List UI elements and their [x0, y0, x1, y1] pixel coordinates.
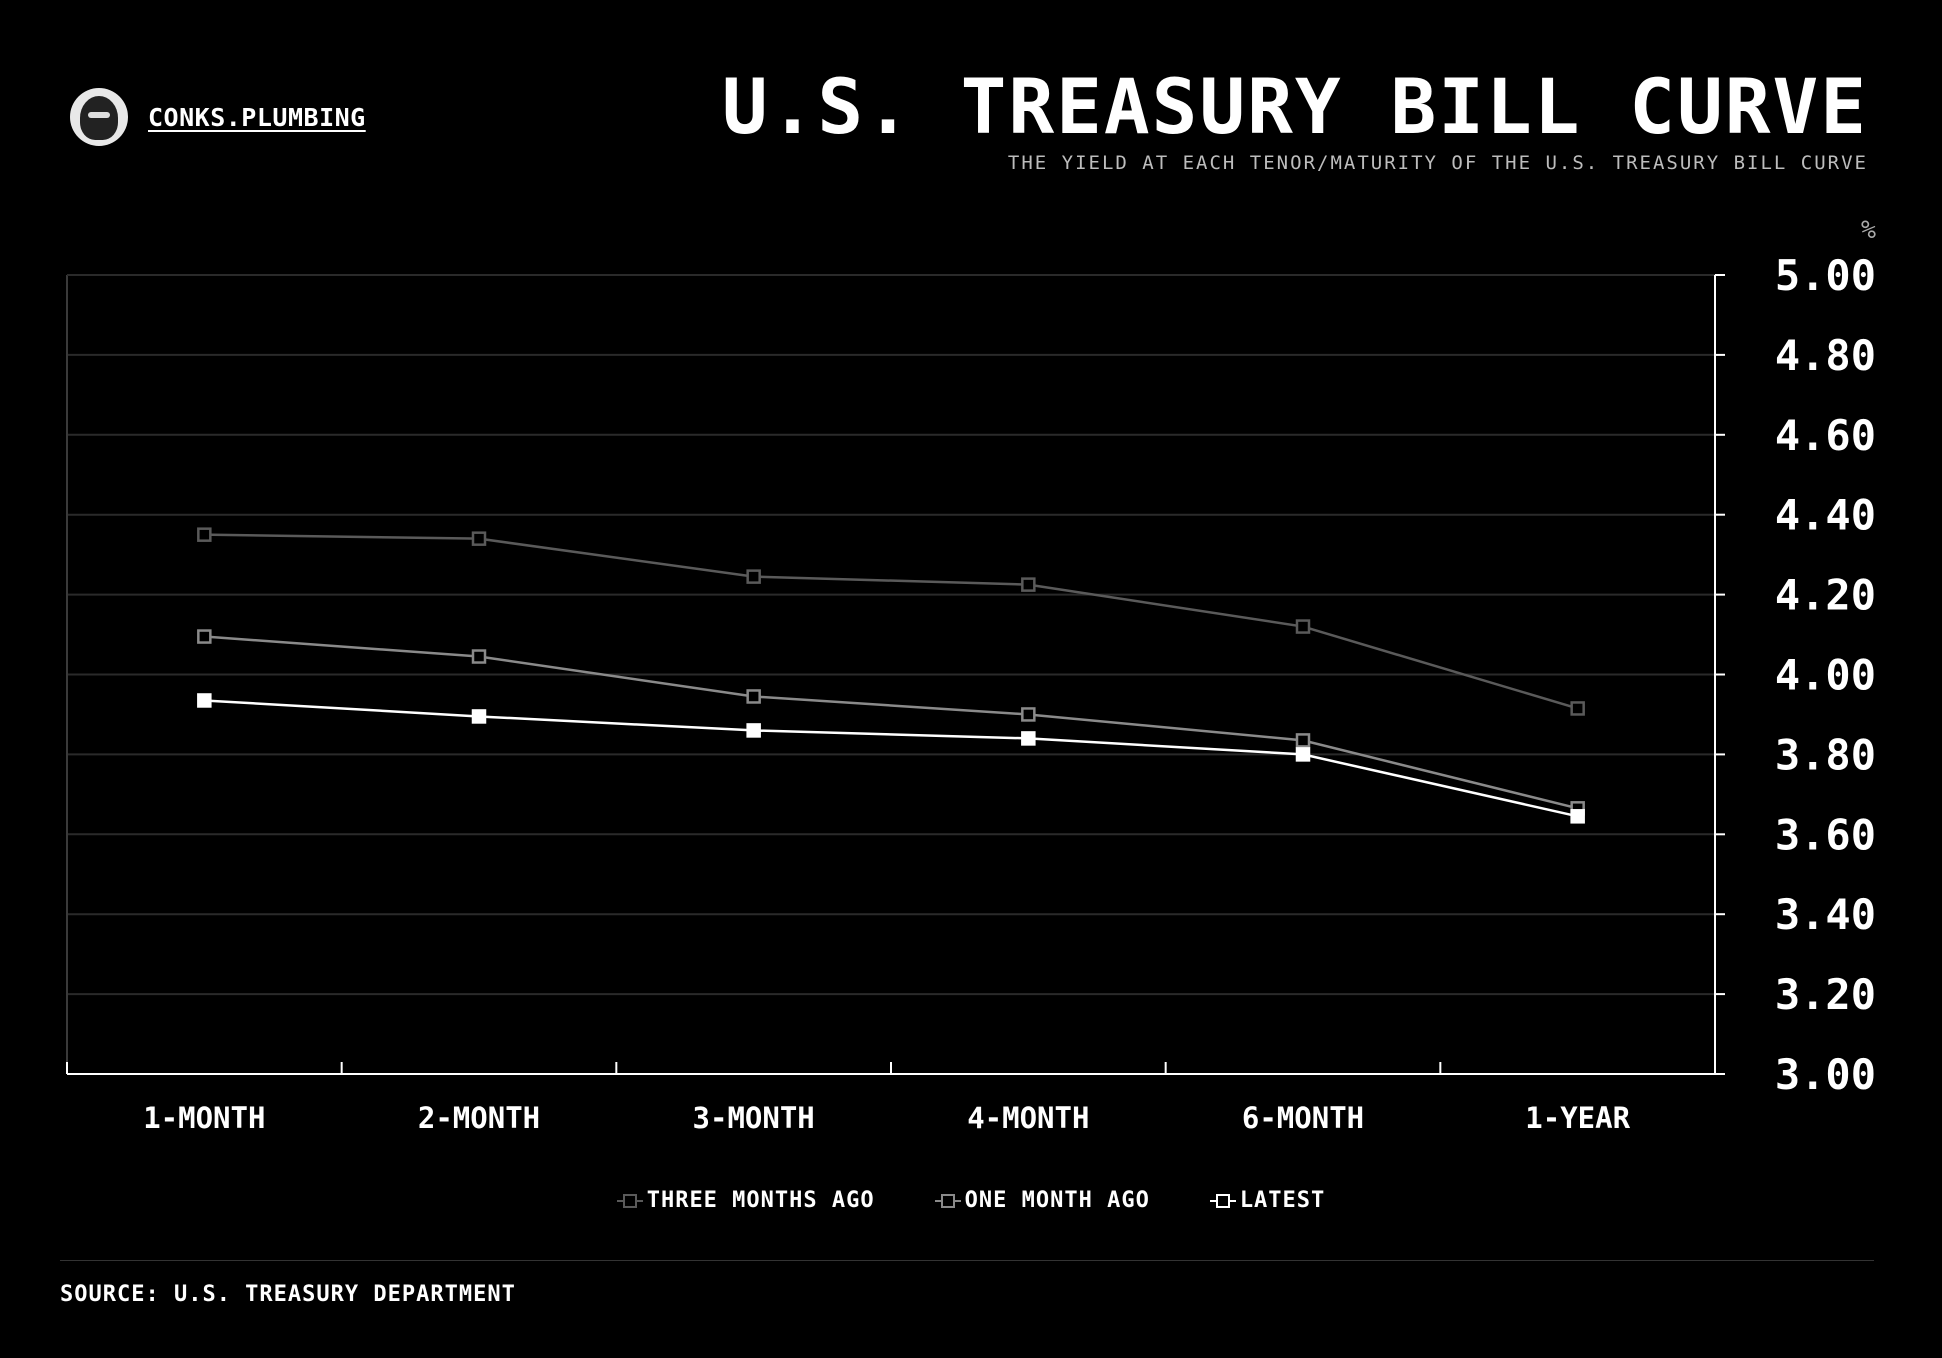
y-tick-label: 4.20 — [1775, 571, 1876, 620]
data-point — [1295, 733, 1311, 748]
y-tick-label: 3.60 — [1775, 810, 1876, 859]
data-point — [197, 629, 212, 644]
y-unit-label: % — [1861, 215, 1876, 244]
avatar-icon — [70, 88, 128, 146]
x-tick-label: 4-MONTH — [967, 1101, 1089, 1135]
data-point — [197, 527, 212, 542]
y-tick-label: 5.00 — [1775, 251, 1876, 300]
series-line — [204, 699, 1578, 818]
y-tick-label: 4.00 — [1775, 651, 1876, 700]
legend-swatch-icon — [934, 1193, 961, 1208]
y-tick-label: 4.80 — [1775, 331, 1876, 380]
data-point — [1570, 701, 1585, 716]
series-line — [204, 635, 1578, 810]
data-point — [1021, 577, 1036, 592]
x-tick-label: 2-MONTH — [418, 1101, 540, 1135]
legend-item[interactable]: THREE MONTHS AGO — [616, 1188, 875, 1213]
brand-link[interactable]: CONKS.PLUMBING — [148, 102, 366, 132]
data-point — [1570, 809, 1585, 824]
data-point — [471, 709, 487, 724]
y-tick-label: 3.80 — [1775, 730, 1876, 779]
brand[interactable]: CONKS.PLUMBING — [70, 88, 366, 146]
y-tick-label: 4.60 — [1775, 411, 1876, 460]
data-point — [471, 649, 487, 664]
chart-title: U.S. TREASURY BILL CURVE — [721, 62, 1868, 151]
data-point — [1295, 619, 1311, 634]
y-tick-label: 3.00 — [1775, 1050, 1876, 1099]
legend-label: THREE MONTHS AGO — [646, 1188, 875, 1213]
y-tick-label: 3.40 — [1775, 890, 1876, 939]
series-layer — [197, 527, 1585, 824]
data-point — [471, 531, 487, 546]
x-tick-label: 3-MONTH — [693, 1101, 815, 1135]
source-note: SOURCE: U.S. TREASURY DEPARTMENT — [60, 1282, 516, 1307]
data-point — [1295, 747, 1311, 762]
data-point — [1021, 731, 1036, 746]
axes — [66, 274, 1725, 1075]
legend-swatch-icon — [1209, 1193, 1236, 1208]
data-point — [1021, 707, 1036, 722]
legend-swatch-icon — [616, 1193, 643, 1208]
gridlines — [67, 274, 1715, 996]
chart-subtitle: THE YIELD AT EACH TENOR/MATURITY OF THE … — [1007, 152, 1868, 174]
x-tick-label: 1-MONTH — [143, 1101, 265, 1135]
x-tick-label: 6-MONTH — [1242, 1101, 1364, 1135]
legend-item[interactable]: ONE MONTH AGO — [934, 1188, 1150, 1213]
tick-labels: 5.00 4.80 4.60 4.40 4.20 4.00 3.80 3.60 3.40 3.20… — [143, 215, 1876, 1135]
legend-label: LATEST — [1239, 1188, 1326, 1213]
y-tick-label: 3.20 — [1775, 970, 1876, 1019]
series-line — [204, 533, 1579, 710]
legend-label: ONE MONTH AGO — [964, 1188, 1150, 1213]
data-point — [746, 689, 761, 704]
legend: THREE MONTHS AGO ONE MONTH AGO LATEST — [0, 1188, 1942, 1213]
footer-divider — [60, 1260, 1874, 1261]
x-tick-label: 1-YEAR — [1525, 1101, 1630, 1135]
data-point — [197, 693, 212, 708]
data-point — [746, 569, 761, 584]
legend-item[interactable]: LATEST — [1209, 1188, 1326, 1213]
y-tick-label: 4.40 — [1775, 491, 1876, 540]
data-point — [746, 723, 761, 738]
